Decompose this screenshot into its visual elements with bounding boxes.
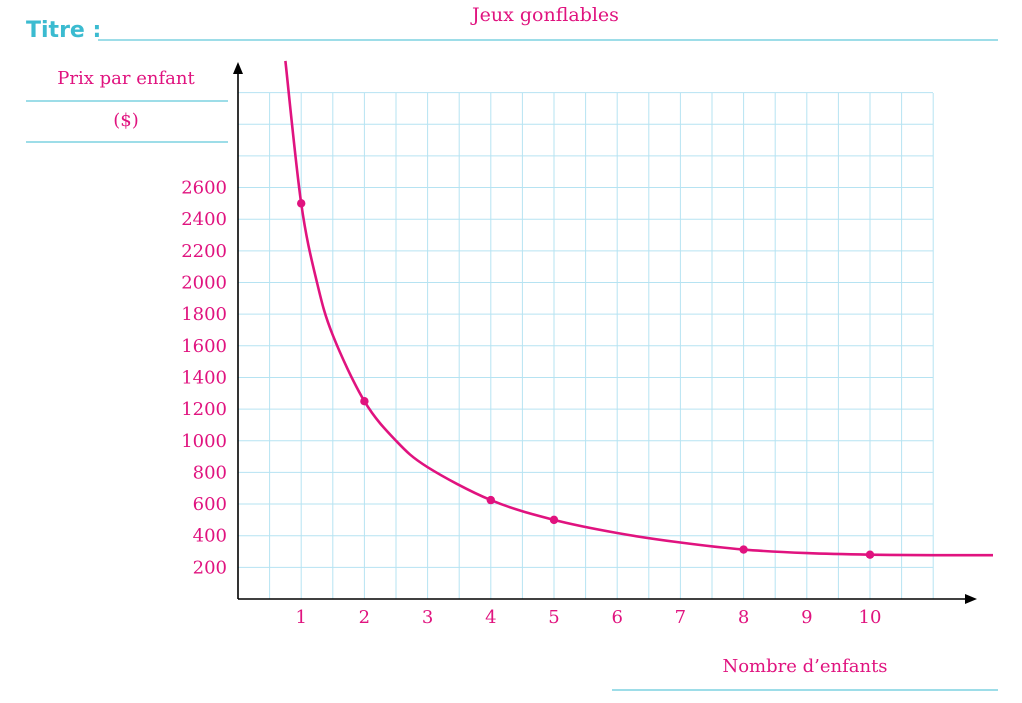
- y-tick-label: 800: [193, 462, 227, 483]
- x-tick-label: 9: [801, 607, 812, 628]
- x-tick-label: 4: [485, 607, 496, 628]
- y-axis-arrow: [233, 62, 243, 74]
- y-tick-label: 1200: [181, 399, 227, 420]
- y-tick-label: 2600: [181, 178, 227, 199]
- x-tick-label: 2: [359, 607, 370, 628]
- x-tick-label: 10: [859, 607, 882, 628]
- data-point: [739, 545, 748, 554]
- x-tick-label: 1: [295, 607, 306, 628]
- chart-title: Jeux gonflables: [472, 4, 619, 26]
- data-point: [549, 515, 559, 525]
- y-tick-label: 2000: [181, 273, 227, 294]
- x-axis-label: Nombre d’enfants: [722, 656, 888, 677]
- series-line: [284, 60, 993, 557]
- x-tick-label: 6: [611, 607, 622, 628]
- y-axis-label: Prix par enfant: [57, 68, 195, 89]
- y-tick-label: 2400: [181, 209, 227, 230]
- data-point: [360, 396, 369, 406]
- x-tick-label: 8: [738, 607, 749, 628]
- data-point: [865, 550, 875, 559]
- y-axis-unit: ($): [113, 110, 139, 131]
- y-tick-label: 1000: [181, 431, 227, 452]
- x-tick-label: 3: [422, 607, 433, 628]
- data-point: [486, 495, 495, 505]
- title-label: Titre :: [26, 18, 102, 43]
- x-tick-label: 5: [548, 607, 559, 628]
- y-tick-label: 1800: [181, 304, 227, 325]
- y-tick-label: 400: [193, 526, 227, 547]
- x-tick-label: 7: [675, 607, 686, 628]
- y-tick-label: 2200: [181, 241, 227, 262]
- data-point: [297, 199, 306, 208]
- y-tick-label: 200: [193, 557, 227, 578]
- y-tick-label: 1600: [181, 336, 227, 357]
- y-tick-label: 600: [193, 494, 227, 515]
- x-axis-arrow: [965, 594, 977, 604]
- y-tick-label: 1400: [181, 367, 227, 388]
